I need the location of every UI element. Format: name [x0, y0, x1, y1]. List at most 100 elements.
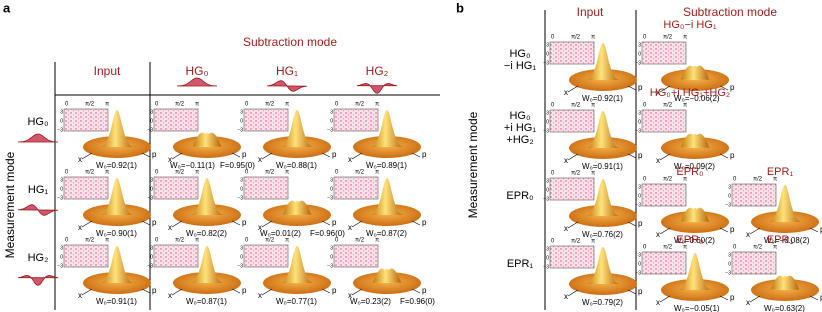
inset-quad-tick: −3 — [57, 263, 63, 269]
inset-frame — [63, 244, 109, 268]
axis-p — [411, 288, 421, 294]
inset-phase-tick: 0 — [155, 102, 159, 108]
axis-x — [81, 152, 93, 160]
wigner-ring — [681, 207, 709, 221]
axis-label: p — [422, 150, 427, 159]
axis-p — [719, 153, 729, 159]
axis-x — [659, 85, 671, 93]
axis-p — [231, 288, 241, 294]
inset-phase-tick: π — [591, 35, 595, 41]
inset-quad-tick: 3 — [728, 184, 731, 190]
inset-phase-tick: 0 — [551, 239, 555, 245]
inset-phase-tick: π/2 — [663, 35, 673, 41]
axis-label: x — [78, 155, 82, 164]
inset-quad-tick: 0 — [638, 261, 641, 267]
axis-p — [231, 152, 241, 158]
inset-quad-tick: −3 — [635, 270, 641, 276]
inset-quad-tick: 3 — [60, 245, 63, 251]
inset-frame — [641, 183, 687, 207]
inset-phase-tick: π/2 — [265, 102, 275, 108]
axis-x — [749, 295, 761, 303]
inset-quad-tick: 0 — [546, 51, 549, 57]
wigner-value: W₀=0.23(2) — [350, 297, 391, 306]
inset-phase-tick: π — [285, 170, 289, 176]
axis-label: p — [422, 286, 427, 295]
axis-label: x — [564, 88, 568, 97]
inset-quad-tick: 3 — [330, 177, 333, 183]
wigner-value: W₀=0.90(1) — [96, 229, 137, 238]
inset-phase-tick: π/2 — [571, 103, 581, 109]
inset-frame — [641, 251, 687, 275]
inset-frame — [333, 176, 379, 200]
wigner-value: W₀=0.60(2) — [674, 236, 715, 245]
inset-quad-tick: 0 — [546, 187, 549, 193]
inset-quad-tick: 0 — [240, 254, 243, 260]
inset-phase-tick: 0 — [335, 238, 339, 244]
inset-phase-tick: π/2 — [175, 238, 185, 244]
axis-p — [627, 221, 637, 227]
inset-frame — [153, 108, 199, 132]
inset-quad-tick: 3 — [638, 184, 641, 190]
mode-icon — [176, 77, 218, 87]
axis-p — [321, 220, 331, 226]
inset-phase-tick: π/2 — [85, 238, 95, 244]
inset-frame — [731, 251, 777, 275]
axis-label: x — [168, 155, 172, 164]
axis-x — [261, 152, 273, 160]
axis-label: x — [746, 230, 750, 239]
inset-quad-tick: 0 — [728, 193, 731, 199]
subtraction-mode: HG₀ — [186, 64, 209, 78]
axis-label: x — [564, 224, 568, 233]
axis-x — [567, 289, 579, 297]
axis-x — [261, 220, 273, 228]
inset-frame — [243, 244, 289, 268]
inset-quad-tick: −3 — [147, 127, 153, 133]
wigner-peak — [587, 179, 619, 216]
axis-x — [171, 152, 183, 160]
wigner-peak — [191, 178, 223, 215]
wigner-peak — [281, 246, 313, 283]
inset-quad-tick: −3 — [635, 128, 641, 134]
inset-phase-tick: 0 — [65, 102, 69, 108]
wigner-peak — [587, 247, 619, 284]
axis-label: p — [638, 287, 643, 296]
wigner-value: W₀=0.82(2) — [186, 229, 227, 238]
inset-phase-tick: π — [375, 238, 379, 244]
inset-phase-tick: π — [285, 102, 289, 108]
inset-frame — [731, 183, 777, 207]
inset-phase-tick: 0 — [245, 170, 249, 176]
inset-frame — [63, 108, 109, 132]
axis-p — [231, 220, 241, 226]
axis-p — [141, 220, 151, 226]
fidelity-value: F=0.96(0) — [400, 297, 435, 306]
wigner-value: W₀=0.09(2) — [674, 162, 715, 171]
axis-p — [719, 295, 729, 301]
inset-phase-tick: π/2 — [265, 170, 275, 176]
inset-phase-tick: π/2 — [571, 239, 581, 245]
inset-phase-tick: π — [773, 245, 777, 251]
inset-phase-tick: π — [773, 177, 777, 183]
inset-quad-tick: −3 — [57, 127, 63, 133]
axis-x — [567, 85, 579, 93]
inset-frame — [333, 244, 379, 268]
inset-quad-tick: 3 — [240, 109, 243, 115]
inset-phase-tick: π — [285, 238, 289, 244]
inset-quad-tick: 0 — [60, 118, 63, 124]
axis-x — [749, 227, 761, 235]
row-group: Measurement mode — [3, 151, 17, 258]
subtraction-mode: EPR₀ — [676, 166, 703, 178]
axis-label: x — [348, 223, 352, 232]
axis-label: x — [348, 291, 352, 300]
axis-label: p — [152, 150, 157, 159]
axis-label: p — [820, 293, 822, 302]
inset-phase-tick: 0 — [245, 238, 249, 244]
axis-label: p — [638, 151, 643, 160]
axis-label: x — [656, 88, 660, 97]
inset-quad-tick: 3 — [240, 245, 243, 251]
inset-quad-tick: −3 — [57, 195, 63, 201]
inset-quad-tick: 0 — [638, 51, 641, 57]
axis-label: x — [168, 223, 172, 232]
inset-phase-tick: π — [591, 239, 595, 245]
wigner-value: W₀=0.63(2) — [764, 304, 805, 312]
